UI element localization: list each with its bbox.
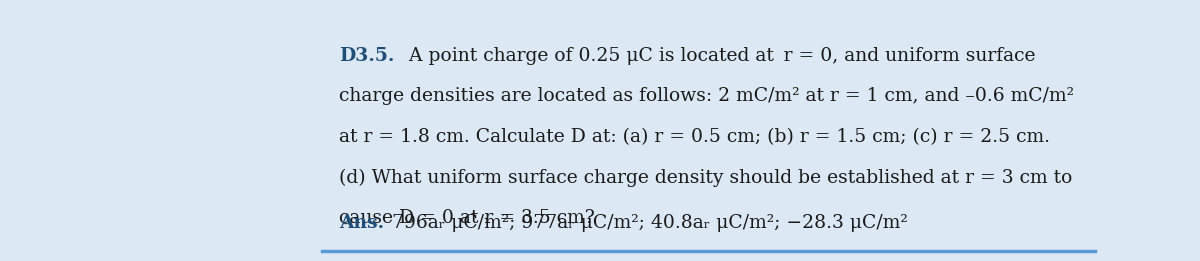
FancyBboxPatch shape: [323, 10, 1094, 251]
Text: cause D = 0 at r = 3.5 cm?: cause D = 0 at r = 3.5 cm?: [338, 209, 595, 227]
Text: charge densities are located as follows: 2 mC/m² at r = 1 cm, and –0.6 mC/m²: charge densities are located as follows:…: [338, 87, 1074, 105]
Text: A point charge of 0.25 μC is located at  r = 0, and uniform surface: A point charge of 0.25 μC is located at …: [403, 47, 1036, 65]
Text: (d) What uniform surface charge density should be established at r = 3 cm to: (d) What uniform surface charge density …: [338, 168, 1073, 187]
Text: 796aᵣ μC/m²; 977aᵣ μC/m²; 40.8aᵣ μC/m²; −28.3 μC/m²: 796aᵣ μC/m²; 977aᵣ μC/m²; 40.8aᵣ μC/m²; …: [385, 214, 907, 232]
Text: Ans.: Ans.: [338, 214, 384, 232]
Text: D3.5.: D3.5.: [338, 47, 395, 65]
Text: at r = 1.8 cm. Calculate D at: (a) r = 0.5 cm; (b) r = 1.5 cm; (c) r = 2.5 cm.: at r = 1.8 cm. Calculate D at: (a) r = 0…: [338, 128, 1050, 146]
